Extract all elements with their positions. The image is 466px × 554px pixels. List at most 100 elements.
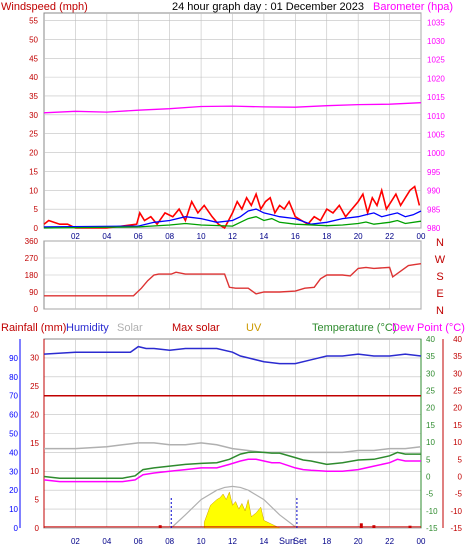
barometer-tick: 1000 xyxy=(427,149,445,158)
temperature-legend: Temperature (°C) xyxy=(312,322,396,334)
windspeed-tick: 55 xyxy=(29,17,38,26)
solar-legend: Solar xyxy=(117,322,143,334)
windspeed-tick: 15 xyxy=(29,167,38,176)
direction-tick: 180 xyxy=(25,271,39,280)
compass-label-w: W xyxy=(435,254,446,266)
dew-point-legend: Dew Point (°C) xyxy=(392,322,465,334)
barometer-tick: 980 xyxy=(427,224,441,233)
x-tick-label: 20 xyxy=(354,232,363,241)
uv-legend: UV xyxy=(246,322,262,334)
x-tick-label: 06 xyxy=(134,537,143,546)
rainfall-tick: 40 xyxy=(9,448,18,457)
barometer-hpa-line xyxy=(43,102,422,114)
x-tick-label: 08 xyxy=(165,537,174,546)
humidity-tick-labels: 0 5 10 15 20 25 30 xyxy=(30,354,39,533)
wind-barometer-x-tick-labels: 02 04 06 08 10 12 14 16 18 20 22 00 xyxy=(71,232,426,241)
x-tick-label: 04 xyxy=(102,232,111,241)
humidity-tick: 25 xyxy=(30,382,39,391)
x-tick-label: 16 xyxy=(291,232,300,241)
barometer-tick: 1010 xyxy=(427,112,445,121)
rainfall-bar xyxy=(359,523,363,528)
windspeed-tick: 45 xyxy=(29,54,38,63)
rainfall-tick: 30 xyxy=(9,467,18,476)
dew-point-tick: 5 xyxy=(458,455,463,464)
windspeed-tick-labels: 0 5 10 15 20 25 30 35 40 45 50 55 xyxy=(29,17,38,233)
compass-label-e: E xyxy=(436,288,443,300)
humidity-tick: 0 xyxy=(35,524,40,533)
average-wind-line xyxy=(43,208,422,228)
windspeed-axis-label: Windspeed (mph) xyxy=(1,1,88,13)
x-tick-label: 02 xyxy=(71,537,80,546)
dew-point-tick: 20 xyxy=(453,404,462,413)
dew-point-tick: 35 xyxy=(453,352,462,361)
max-solar-legend: Max solar xyxy=(172,322,220,334)
rainfall-tick-labels: 0 10 20 30 40 50 60 70 80 90 xyxy=(9,354,18,533)
x-tick-label: 00 xyxy=(417,232,426,241)
compass-label-n: N xyxy=(436,305,444,317)
x-tick-label: 20 xyxy=(354,537,363,546)
temperature-tick: 15 xyxy=(426,421,435,430)
rainfall-tick: 50 xyxy=(9,430,18,439)
rainfall-tick: 80 xyxy=(9,373,18,382)
humidity-tick: 30 xyxy=(30,354,39,363)
barometer-tick: 1005 xyxy=(427,131,445,140)
wind-direction-grid xyxy=(44,240,422,310)
barometer-tick-labels: 980 985 990 995 1000 1005 1010 1015 1020 1025 1030… xyxy=(427,18,445,233)
windspeed-tick: 30 xyxy=(29,111,38,120)
humidity-legend: Humidity xyxy=(66,322,109,334)
max-solar-curve-line xyxy=(170,485,298,529)
temperature-tick: -15 xyxy=(426,524,438,533)
direction-tick: 90 xyxy=(29,288,38,297)
temperature-tick: 30 xyxy=(426,369,435,378)
bottom-axis-lines xyxy=(19,339,444,528)
x-tick-label: 14 xyxy=(259,537,268,546)
humidity-tick: 15 xyxy=(30,439,39,448)
windspeed-mph-line xyxy=(43,185,421,230)
x-tick-label: 06 xyxy=(134,232,143,241)
temperature-tick: 0 xyxy=(426,472,431,481)
x-tick-label: 04 xyxy=(102,537,111,546)
barometer-tick: 1035 xyxy=(427,18,445,27)
wind-barometer-series xyxy=(43,102,422,230)
windspeed-tick: 20 xyxy=(29,149,38,158)
humidity-tick: 5 xyxy=(35,496,40,505)
x-tick-label: 14 xyxy=(259,232,268,241)
windspeed-tick: 40 xyxy=(29,73,38,82)
temperature-tick: 20 xyxy=(426,404,435,413)
humidity-line xyxy=(43,345,422,365)
temperature-tick: -10 xyxy=(426,507,438,516)
barometer-tick: 1025 xyxy=(427,56,445,65)
temperature-tick: -5 xyxy=(426,490,434,499)
wind-direction-series xyxy=(44,263,422,297)
rain-humidity-temperature-series xyxy=(43,345,422,529)
x-tick-label: 02 xyxy=(71,232,80,241)
barometer-tick: 995 xyxy=(427,168,441,177)
compass-label-n: N xyxy=(436,237,444,249)
wind-direction-tick-labels: 0 90 180 270 360 xyxy=(25,237,39,314)
dew-point-tick: -5 xyxy=(455,490,463,499)
dew-point-tick-labels: -15 -10 -5 0 5 10 15 20 25 30 35 40 xyxy=(450,335,462,533)
compass-label-s: S xyxy=(436,271,443,283)
windspeed-tick: 10 xyxy=(29,186,38,195)
rain-humidity-temperature-x-tick-labels: 02 04 06 08 10 12 14 18 20 22 00 xyxy=(71,537,426,546)
rainfall-legend: Rainfall (mm) xyxy=(1,322,66,334)
direction-tick: 0 xyxy=(34,305,39,314)
wind-barometer-grid xyxy=(44,13,422,229)
rain-humidity-temperature-grid xyxy=(44,339,422,529)
temperature-tick: 10 xyxy=(426,438,435,447)
x-tick-label: 12 xyxy=(228,232,237,241)
x-tick-label: 10 xyxy=(197,537,206,546)
sunset-label: Set xyxy=(293,536,307,546)
windspeed-tick: 5 xyxy=(34,205,39,214)
dew-point-tick: 25 xyxy=(453,387,462,396)
green-wind-line xyxy=(43,216,422,229)
windspeed-tick: 50 xyxy=(29,35,38,44)
temperature-c-line xyxy=(43,451,421,479)
x-tick-label: 00 xyxy=(417,537,426,546)
temperature-tick: 25 xyxy=(426,387,435,396)
graph-title: 24 hour graph day : 01 December 2023 xyxy=(172,1,364,13)
sunrise-label: Sun xyxy=(279,536,295,546)
